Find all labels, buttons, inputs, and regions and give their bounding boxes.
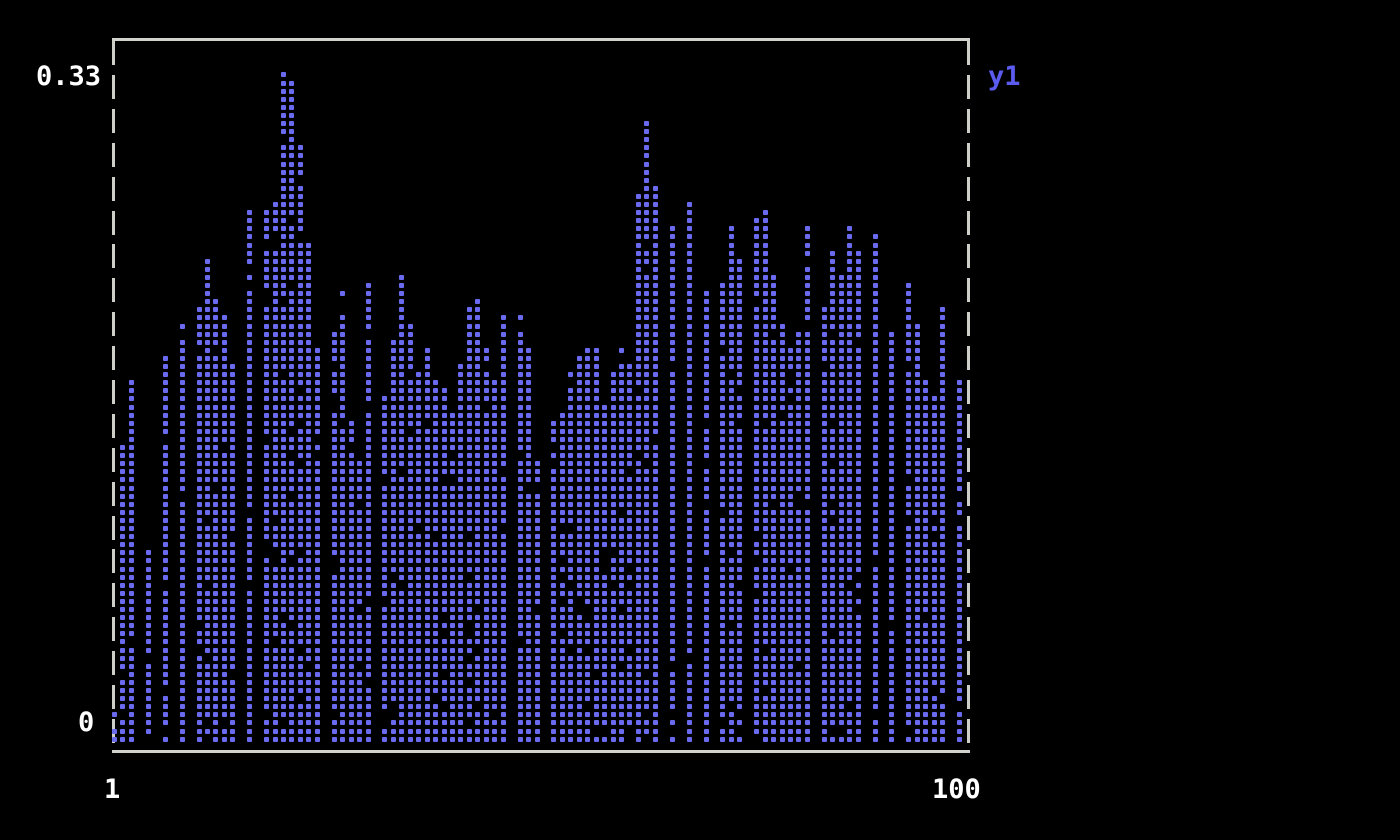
axis-tick-left	[112, 346, 115, 370]
axis-tick-right	[967, 346, 970, 370]
plot-frame-bottom	[112, 750, 970, 753]
axis-tick-left	[112, 41, 115, 65]
axis-tick-left	[112, 414, 115, 438]
axis-tick-left	[112, 651, 115, 675]
axis-tick-right	[967, 583, 970, 607]
axis-tick-right	[967, 617, 970, 641]
axis-tick-left	[112, 448, 115, 472]
axis-tick-right	[967, 516, 970, 540]
axis-tick-left	[112, 549, 115, 573]
axis-tick-right	[967, 41, 970, 65]
axis-tick-left	[112, 482, 115, 506]
axis-tick-right	[967, 75, 970, 99]
axis-tick-left	[112, 278, 115, 302]
y-axis-max-label: 0.33	[36, 61, 102, 92]
axis-tick-left	[112, 143, 115, 167]
axis-tick-right	[967, 549, 970, 573]
axis-tick-left	[112, 685, 115, 709]
axis-tick-right	[967, 244, 970, 268]
axis-tick-left	[112, 75, 115, 99]
legend-series-y1: y1	[988, 61, 1021, 92]
axis-tick-right	[967, 482, 970, 506]
axis-tick-left	[112, 380, 115, 404]
axis-tick-right	[967, 448, 970, 472]
axis-tick-right	[967, 312, 970, 336]
axis-tick-right	[967, 685, 970, 709]
braille-plot-canvas	[112, 38, 970, 750]
axis-tick-left	[112, 312, 115, 336]
axis-tick-right	[967, 278, 970, 302]
axis-tick-right	[967, 177, 970, 201]
x-axis-max-label: 100	[932, 774, 981, 805]
axis-tick-left	[112, 516, 115, 540]
axis-tick-right	[967, 109, 970, 133]
x-axis-min-label: 1	[104, 774, 121, 805]
axis-tick-right	[967, 380, 970, 404]
axis-tick-right	[967, 414, 970, 438]
axis-tick-left	[112, 583, 115, 607]
axis-tick-right	[967, 719, 970, 743]
axis-tick-left	[112, 211, 115, 235]
axis-tick-left	[112, 244, 115, 268]
axis-tick-left	[112, 109, 115, 133]
axis-tick-left	[112, 617, 115, 641]
plot-frame-top	[112, 38, 970, 41]
axis-tick-right	[967, 211, 970, 235]
axis-tick-left	[112, 177, 115, 201]
axis-tick-right	[967, 651, 970, 675]
y-axis-min-label: 0	[78, 707, 95, 738]
axis-tick-right	[967, 143, 970, 167]
